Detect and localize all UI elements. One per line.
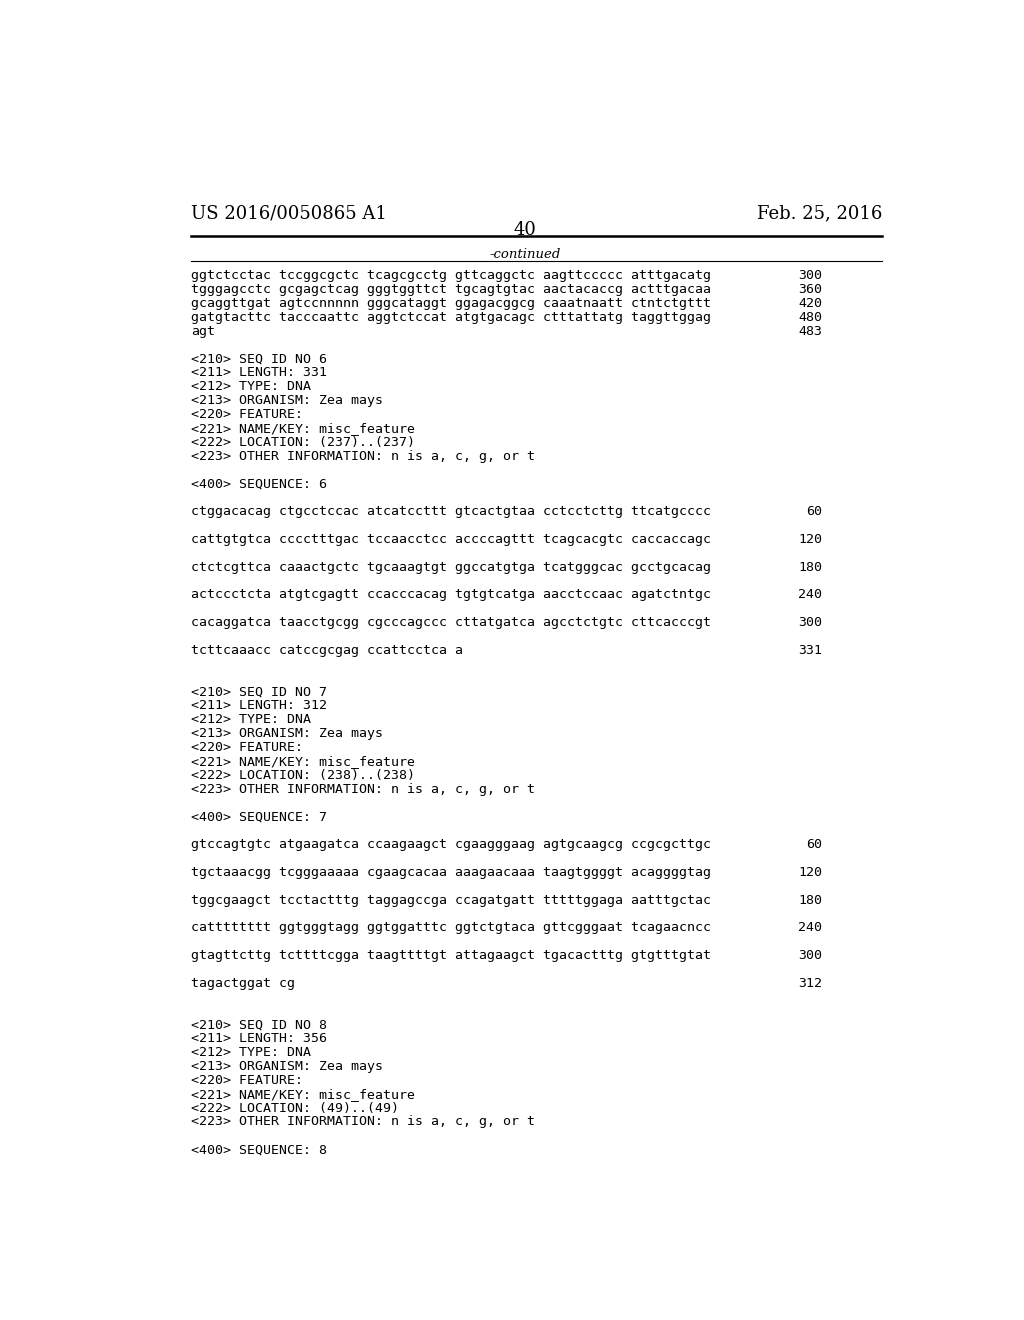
Text: <212> TYPE: DNA: <212> TYPE: DNA [191,1047,311,1059]
Text: 180: 180 [799,894,822,907]
Text: 480: 480 [799,310,822,323]
Text: tgggagcctc gcgagctcag gggtggttct tgcagtgtac aactacaccg actttgacaa: tgggagcctc gcgagctcag gggtggttct tgcagtg… [191,282,712,296]
Text: <220> FEATURE:: <220> FEATURE: [191,1074,303,1086]
Text: gtccagtgtc atgaagatca ccaagaagct cgaagggaag agtgcaagcg ccgcgcttgc: gtccagtgtc atgaagatca ccaagaagct cgaaggg… [191,838,712,851]
Text: catttttttt ggtgggtagg ggtggatttc ggtctgtaca gttcgggaat tcagaacncc: catttttttt ggtgggtagg ggtggatttc ggtctgt… [191,921,712,935]
Text: tggcgaagct tcctactttg taggagccga ccagatgatt tttttggaga aatttgctac: tggcgaagct tcctactttg taggagccga ccagatg… [191,894,712,907]
Text: 420: 420 [799,297,822,310]
Text: agt: agt [191,325,215,338]
Text: <211> LENGTH: 312: <211> LENGTH: 312 [191,700,328,713]
Text: 483: 483 [799,325,822,338]
Text: tcttcaaacc catccgcgag ccattcctca a: tcttcaaacc catccgcgag ccattcctca a [191,644,464,657]
Text: 300: 300 [799,269,822,282]
Text: US 2016/0050865 A1: US 2016/0050865 A1 [191,205,387,222]
Text: cacaggatca taacctgcgg cgcccagccc cttatgatca agcctctgtc cttcacccgt: cacaggatca taacctgcgg cgcccagccc cttatga… [191,616,712,630]
Text: <221> NAME/KEY: misc_feature: <221> NAME/KEY: misc_feature [191,422,416,434]
Text: 180: 180 [799,561,822,573]
Text: <211> LENGTH: 331: <211> LENGTH: 331 [191,367,328,379]
Text: ctctcgttca caaactgctc tgcaaagtgt ggccatgtga tcatgggcac gcctgcacag: ctctcgttca caaactgctc tgcaaagtgt ggccatg… [191,561,712,573]
Text: ggtctcctac tccggcgctc tcagcgcctg gttcaggctc aagttccccc atttgacatg: ggtctcctac tccggcgctc tcagcgcctg gttcagg… [191,269,712,282]
Text: -continued: -continued [489,248,560,261]
Text: 240: 240 [799,589,822,602]
Text: 331: 331 [799,644,822,657]
Text: <212> TYPE: DNA: <212> TYPE: DNA [191,380,311,393]
Text: <223> OTHER INFORMATION: n is a, c, g, or t: <223> OTHER INFORMATION: n is a, c, g, o… [191,1115,536,1129]
Text: <210> SEQ ID NO 6: <210> SEQ ID NO 6 [191,352,328,366]
Text: 60: 60 [807,506,822,517]
Text: <212> TYPE: DNA: <212> TYPE: DNA [191,713,311,726]
Text: gcaggttgat agtccnnnnn gggcataggt ggagacggcg caaatnaatt ctntctgttt: gcaggttgat agtccnnnnn gggcataggt ggagacg… [191,297,712,310]
Text: <400> SEQUENCE: 8: <400> SEQUENCE: 8 [191,1143,328,1156]
Text: 120: 120 [799,533,822,545]
Text: <223> OTHER INFORMATION: n is a, c, g, or t: <223> OTHER INFORMATION: n is a, c, g, o… [191,450,536,462]
Text: <213> ORGANISM: Zea mays: <213> ORGANISM: Zea mays [191,395,383,407]
Text: 360: 360 [799,282,822,296]
Text: <220> FEATURE:: <220> FEATURE: [191,408,303,421]
Text: cattgtgtca cccctttgac tccaacctcc accccagttt tcagcacgtc caccaccagc: cattgtgtca cccctttgac tccaacctcc accccag… [191,533,712,545]
Text: <222> LOCATION: (237)..(237): <222> LOCATION: (237)..(237) [191,436,416,449]
Text: <213> ORGANISM: Zea mays: <213> ORGANISM: Zea mays [191,727,383,741]
Text: tagactggat cg: tagactggat cg [191,977,296,990]
Text: <400> SEQUENCE: 6: <400> SEQUENCE: 6 [191,478,328,490]
Text: <211> LENGTH: 356: <211> LENGTH: 356 [191,1032,328,1045]
Text: Feb. 25, 2016: Feb. 25, 2016 [757,205,882,222]
Text: 240: 240 [799,921,822,935]
Text: tgctaaacgg tcgggaaaaa cgaagcacaa aaagaacaaa taagtggggt acaggggtag: tgctaaacgg tcgggaaaaa cgaagcacaa aaagaac… [191,866,712,879]
Text: <223> OTHER INFORMATION: n is a, c, g, or t: <223> OTHER INFORMATION: n is a, c, g, o… [191,783,536,796]
Text: <213> ORGANISM: Zea mays: <213> ORGANISM: Zea mays [191,1060,383,1073]
Text: ctggacacag ctgcctccac atcatccttt gtcactgtaa cctcctcttg ttcatgcccc: ctggacacag ctgcctccac atcatccttt gtcactg… [191,506,712,517]
Text: gtagttcttg tcttttcgga taagttttgt attagaagct tgacactttg gtgtttgtat: gtagttcttg tcttttcgga taagttttgt attagaa… [191,949,712,962]
Text: <210> SEQ ID NO 8: <210> SEQ ID NO 8 [191,1018,328,1031]
Text: 120: 120 [799,866,822,879]
Text: <220> FEATURE:: <220> FEATURE: [191,741,303,754]
Text: 40: 40 [513,222,537,239]
Text: gatgtacttc tacccaattc aggtctccat atgtgacagc ctttattatg taggttggag: gatgtacttc tacccaattc aggtctccat atgtgac… [191,310,712,323]
Text: <222> LOCATION: (49)..(49): <222> LOCATION: (49)..(49) [191,1102,399,1114]
Text: <221> NAME/KEY: misc_feature: <221> NAME/KEY: misc_feature [191,1088,416,1101]
Text: <221> NAME/KEY: misc_feature: <221> NAME/KEY: misc_feature [191,755,416,768]
Text: 60: 60 [807,838,822,851]
Text: 312: 312 [799,977,822,990]
Text: <222> LOCATION: (238)..(238): <222> LOCATION: (238)..(238) [191,768,416,781]
Text: 300: 300 [799,949,822,962]
Text: <210> SEQ ID NO 7: <210> SEQ ID NO 7 [191,685,328,698]
Text: 300: 300 [799,616,822,630]
Text: actccctcta atgtcgagtt ccacccacag tgtgtcatga aacctccaac agatctntgc: actccctcta atgtcgagtt ccacccacag tgtgtca… [191,589,712,602]
Text: <400> SEQUENCE: 7: <400> SEQUENCE: 7 [191,810,328,824]
